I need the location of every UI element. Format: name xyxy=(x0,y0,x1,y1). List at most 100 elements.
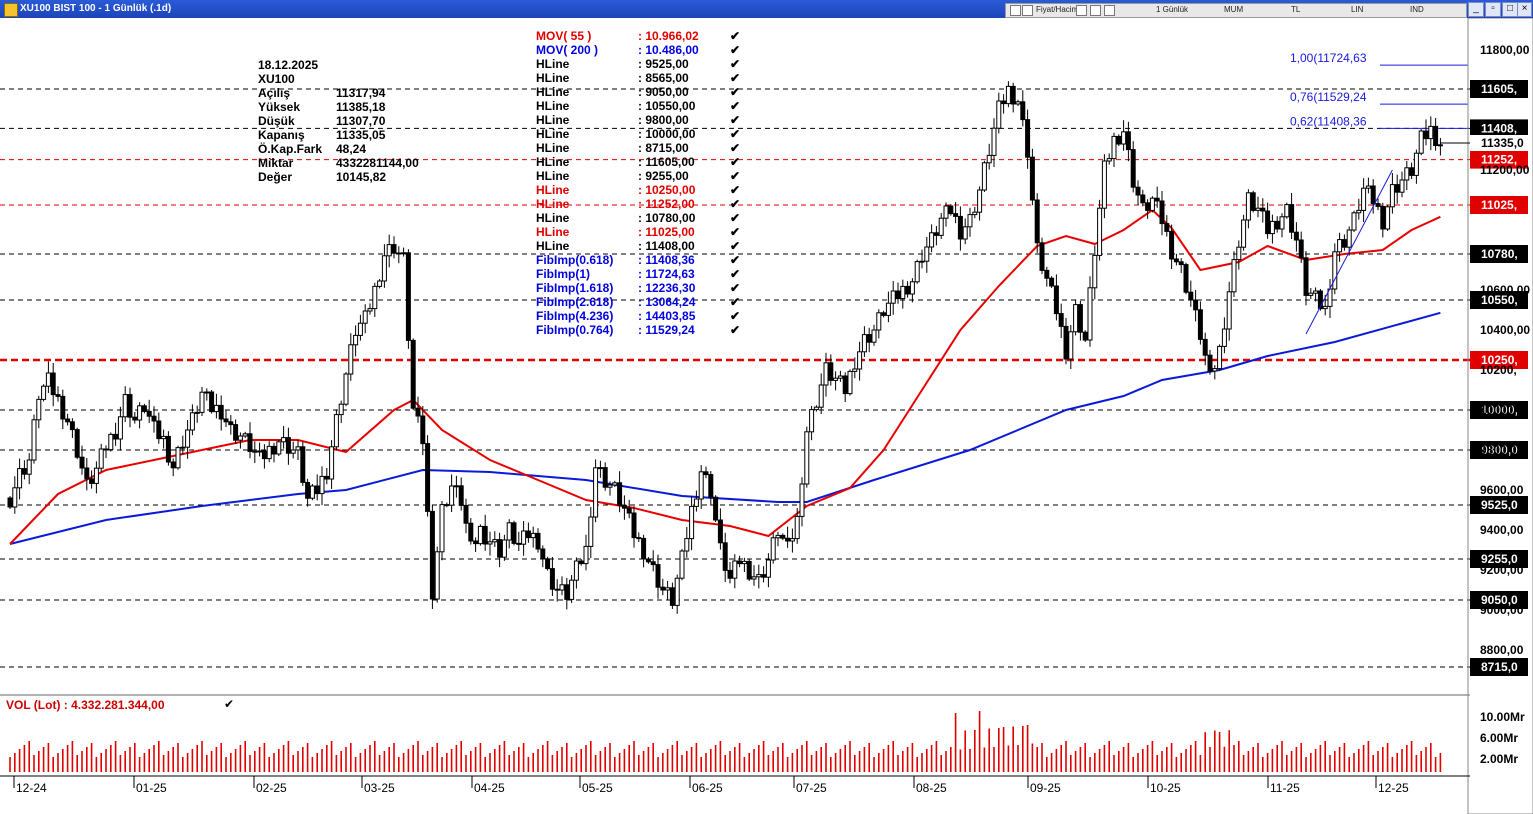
candle-body xyxy=(353,334,359,346)
y-tick-label-8: 10400,00 xyxy=(1480,323,1530,337)
candle-body xyxy=(1418,130,1424,154)
candle-body xyxy=(1332,251,1338,290)
candle-body xyxy=(617,482,623,506)
volume-label: VOL (Lot) : 4.332.281.344,00 xyxy=(6,698,165,712)
candle-body xyxy=(463,504,469,524)
legend-check-icon[interactable]: ✔ xyxy=(730,323,741,337)
x-tick-label-12: 12-25 xyxy=(1378,781,1409,795)
legend-check-icon[interactable]: ✔ xyxy=(730,113,741,127)
candle-body xyxy=(425,443,431,512)
legend-check-icon[interactable]: ✔ xyxy=(730,43,741,57)
hline-tag-3 xyxy=(1470,196,1528,214)
trend-line xyxy=(1305,169,1393,335)
legend-check-icon[interactable]: ✔ xyxy=(730,71,741,85)
candle-body xyxy=(679,550,685,579)
legend-check-icon[interactable]: ✔ xyxy=(730,295,741,309)
close-button[interactable]: × xyxy=(1517,2,1532,17)
period-label[interactable]: 1 Günlük xyxy=(1156,5,1189,14)
candle-icon[interactable] xyxy=(1010,5,1021,16)
candle-body xyxy=(69,421,75,431)
menu-ind[interactable]: IND xyxy=(1410,5,1424,14)
candle-body xyxy=(1255,207,1261,211)
hline-tag-9 xyxy=(1470,496,1528,514)
candle-body xyxy=(852,368,858,372)
legend-check-icon[interactable]: ✔ xyxy=(730,57,741,71)
candle-body xyxy=(1207,354,1213,372)
candle-body xyxy=(1437,144,1443,147)
x-tick-label-4: 04-25 xyxy=(474,781,505,795)
candle-body xyxy=(789,538,795,542)
legend-check-icon[interactable]: ✔ xyxy=(730,155,741,169)
candle-body xyxy=(1092,254,1098,289)
candle-body xyxy=(746,560,752,580)
ohlc-value: 11335,05 xyxy=(336,128,386,142)
candle-body xyxy=(900,285,906,300)
hline-tag-0 xyxy=(1470,80,1528,98)
ohlc-label: Kapanış xyxy=(258,128,305,142)
legend-check-icon[interactable]: ✔ xyxy=(730,197,741,211)
menu-mum[interactable]: MUM xyxy=(1224,5,1244,14)
legend-check-icon[interactable]: ✔ xyxy=(730,267,741,281)
legend-check-icon[interactable]: ✔ xyxy=(730,99,741,113)
candle-body xyxy=(1188,291,1194,301)
legend-name: FibImp(0.618) xyxy=(536,253,614,267)
candle-body xyxy=(713,496,719,521)
legend-check-icon[interactable]: ✔ xyxy=(730,29,741,43)
zoom-icon[interactable] xyxy=(1104,5,1115,16)
legend-name: HLine xyxy=(536,71,570,85)
candle-body xyxy=(881,312,887,316)
indicator-icon[interactable] xyxy=(1022,5,1033,16)
legend-check-icon[interactable]: ✔ xyxy=(730,85,741,99)
hline-label-11: 9050,0 xyxy=(1481,593,1518,607)
menu-tl[interactable]: TL xyxy=(1291,5,1301,14)
fib-icon[interactable] xyxy=(1090,5,1101,16)
hline-label-9: 9525,0 xyxy=(1481,498,1518,512)
price-chart[interactable]: 11605, 11408, 11252, 11025, 10780, 10550, 1025… xyxy=(0,18,1533,814)
legend-name: HLine xyxy=(536,141,570,155)
candle-body xyxy=(1423,130,1429,140)
vol-tick-label-1: 6.00Mr xyxy=(1480,731,1518,745)
info-symbol: XU100 xyxy=(258,72,295,86)
legend-check-icon[interactable]: ✔ xyxy=(730,309,741,323)
candle-body xyxy=(933,232,939,236)
volume-check-icon[interactable]: ✔ xyxy=(224,697,235,711)
legend-value: : 11025,00 xyxy=(638,225,695,239)
candle-body xyxy=(189,412,195,431)
legend-value: : 13064,24 xyxy=(638,295,696,309)
candle-body xyxy=(247,433,253,452)
legend-value: : 10000,00 xyxy=(638,127,696,141)
x-tick-label-1: 01-25 xyxy=(136,781,167,795)
legend-check-icon[interactable]: ✔ xyxy=(730,211,741,225)
candle-body xyxy=(228,421,234,426)
candle-body xyxy=(396,252,402,255)
chart-toolbar[interactable]: Fiyat/Hacim 1 Günlük MUM TL LIN IND xyxy=(1005,3,1467,18)
draw-line-icon[interactable] xyxy=(1076,5,1087,16)
candle-body xyxy=(204,391,210,394)
hline-tag-6 xyxy=(1470,351,1528,369)
candle-body xyxy=(775,534,781,539)
legend-check-icon[interactable]: ✔ xyxy=(730,281,741,295)
hline-tag-2 xyxy=(1470,150,1528,169)
legend-check-icon[interactable]: ✔ xyxy=(730,183,741,197)
candle-body xyxy=(1010,85,1016,105)
y-tick-label-3: 9400,00 xyxy=(1480,523,1524,537)
candle-body xyxy=(237,435,243,441)
candle-body xyxy=(1351,212,1357,231)
legend-value: : 8715,00 xyxy=(638,141,689,155)
candle-body xyxy=(1193,299,1199,311)
candle-body xyxy=(1346,229,1352,248)
legend-check-icon[interactable]: ✔ xyxy=(730,169,741,183)
legend-check-icon[interactable]: ✔ xyxy=(730,253,741,267)
legend-check-icon[interactable]: ✔ xyxy=(730,141,741,155)
legend-check-icon[interactable]: ✔ xyxy=(730,225,741,239)
legend-check-icon[interactable]: ✔ xyxy=(730,127,741,141)
restore-button[interactable]: ▫ xyxy=(1485,2,1501,17)
minimize-button[interactable]: _ xyxy=(1468,2,1484,17)
candle-body xyxy=(410,339,416,409)
legend-check-icon[interactable]: ✔ xyxy=(730,239,741,253)
candle-body xyxy=(1380,205,1386,230)
candle-body xyxy=(962,226,968,240)
menu-lin[interactable]: LIN xyxy=(1351,5,1364,14)
legend-value: : 9255,00 xyxy=(638,169,689,183)
maximize-button[interactable]: □ xyxy=(1502,2,1518,17)
